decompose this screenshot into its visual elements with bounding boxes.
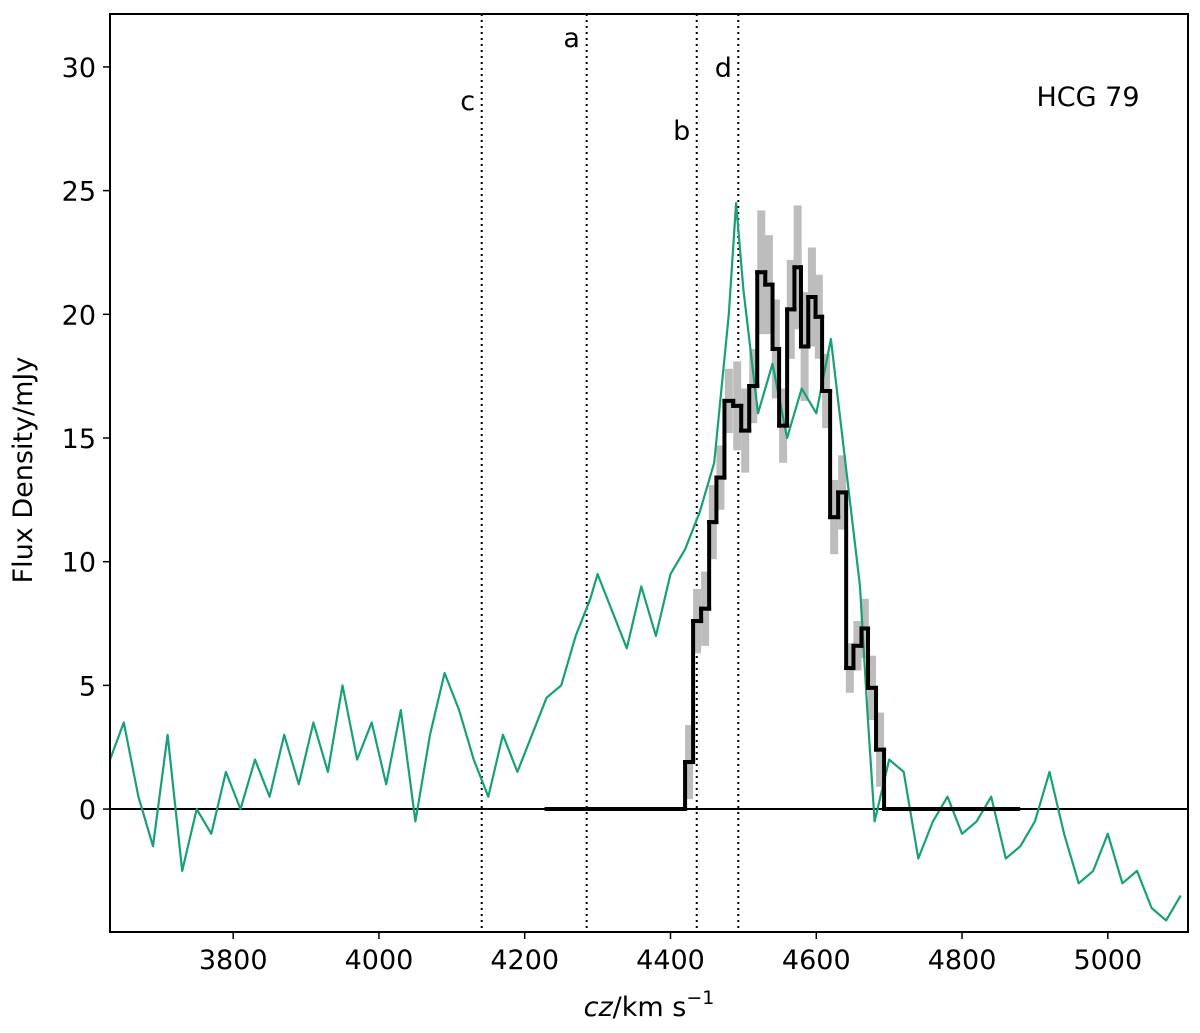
y-tick-label: 0 xyxy=(79,795,96,826)
y-tick-label: 25 xyxy=(62,177,96,208)
y-tick-label: 5 xyxy=(79,671,96,702)
x-tick-label: 4200 xyxy=(490,945,559,976)
marker-label: a xyxy=(563,23,580,54)
marker-label: b xyxy=(673,116,690,147)
x-axis-label: cz/km s−1 xyxy=(584,987,715,1023)
spectrum-line xyxy=(110,201,1182,922)
x-tick-label: 4800 xyxy=(928,945,997,976)
x-label-italic: cz xyxy=(584,992,614,1023)
x-tick-label: 4600 xyxy=(782,945,851,976)
marker-label: d xyxy=(715,53,732,84)
x-label-sup: −1 xyxy=(686,987,714,1009)
marker-label: c xyxy=(460,86,475,117)
y-tick-label: 20 xyxy=(62,300,96,331)
x-tick-label: 5000 xyxy=(1073,945,1142,976)
y-tick-label: 30 xyxy=(62,53,96,84)
x-tick-label: 4000 xyxy=(345,945,414,976)
annotation: HCG 79 xyxy=(1036,82,1139,113)
y-axis-label: Flux Density/mJy xyxy=(8,357,39,584)
plot-frame xyxy=(109,13,1189,933)
y-tick-label: 15 xyxy=(62,424,96,455)
y-tick-label: 10 xyxy=(62,548,96,579)
x-tick-label: 3800 xyxy=(199,945,268,976)
x-label-unit: /km s xyxy=(613,992,687,1023)
x-tick-label: 4400 xyxy=(636,945,705,976)
plot xyxy=(110,14,1188,932)
